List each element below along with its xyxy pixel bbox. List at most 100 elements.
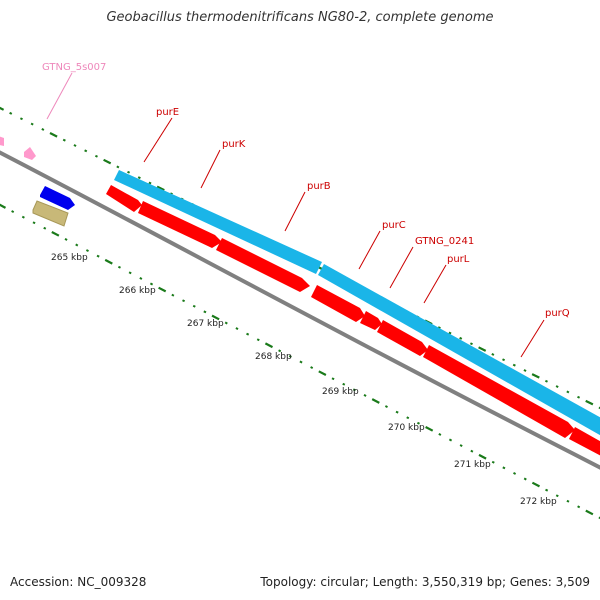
forward-genes xyxy=(114,170,600,436)
gene-label-purB: purB xyxy=(307,181,331,192)
gene-arrow-purQ xyxy=(423,345,575,438)
inner-tick xyxy=(318,370,327,376)
inner-tick xyxy=(211,314,220,321)
inner-tick xyxy=(64,238,68,241)
genome-summary-text: Topology: circular; Length: 3,550,319 bp… xyxy=(260,575,590,589)
inner-tick xyxy=(32,221,36,225)
forward-gene-operon-1 xyxy=(114,170,322,274)
gene-arrow-purE xyxy=(106,185,142,212)
outer-tick xyxy=(127,170,131,174)
inner-tick xyxy=(384,405,388,408)
inner-tick xyxy=(395,410,399,414)
outer-tick xyxy=(566,390,570,394)
inner-tick xyxy=(555,494,559,498)
inner-tick xyxy=(363,394,367,397)
scale-label-267: 267 kbp xyxy=(187,319,224,329)
outer-tick xyxy=(491,353,495,356)
gene-arrow-purC xyxy=(311,285,365,322)
inner-tick xyxy=(43,226,47,230)
gene-arrow-purB xyxy=(216,238,310,292)
gene-label-purL: purL xyxy=(447,254,470,265)
inner-tick xyxy=(470,449,474,453)
label-leader-line xyxy=(46,72,73,120)
gene-label-purK: purK xyxy=(222,139,246,150)
outer-tick xyxy=(459,336,463,340)
inner-ticks xyxy=(0,203,600,520)
outer-tick xyxy=(62,138,66,142)
inner-tick xyxy=(371,398,380,404)
outer-tick xyxy=(84,149,88,153)
inner-tick xyxy=(491,460,495,464)
outer-tick xyxy=(116,165,120,169)
inner-tick xyxy=(448,438,453,442)
inner-tick xyxy=(310,366,314,369)
outer-tick xyxy=(137,176,141,180)
outer-tick xyxy=(30,122,34,126)
outer-tick xyxy=(523,369,527,372)
label-leader-line xyxy=(200,149,221,189)
outer-tick xyxy=(531,373,540,379)
inner-tick xyxy=(502,466,506,470)
inner-tick xyxy=(192,304,196,308)
inner-tick xyxy=(523,477,527,481)
rna-label-GTNG_5s007: GTNG_5s007 xyxy=(42,62,106,73)
label-leader-line xyxy=(520,319,545,358)
inner-tick xyxy=(264,342,274,349)
label-leader-line xyxy=(284,191,306,232)
inner-tick xyxy=(182,299,186,303)
gene-arrow-purL xyxy=(377,320,428,356)
map-title: Geobacillus thermodenitrificans NG80-2, … xyxy=(106,10,494,25)
outer-tick xyxy=(478,346,487,352)
scale-label-266: 266 kbp xyxy=(119,286,156,296)
inner-tick xyxy=(51,231,60,237)
inner-tick xyxy=(235,327,239,330)
outer-tick xyxy=(469,342,473,346)
tan-feature xyxy=(32,200,69,227)
gene-label-GTNG_0241: GTNG_0241 xyxy=(415,236,474,247)
outer-tick xyxy=(448,331,452,335)
inner-tick xyxy=(425,426,434,432)
outer-tick xyxy=(555,385,559,388)
outer-tick xyxy=(598,406,600,410)
inner-tick xyxy=(545,488,549,492)
inner-tick xyxy=(406,416,410,420)
gene-arrow-GTNG_0241 xyxy=(360,311,382,330)
scale-label-272: 272 kbp xyxy=(520,497,557,507)
outer-tick xyxy=(49,132,58,138)
inner-tick xyxy=(598,516,600,520)
outer-tick xyxy=(502,358,506,362)
inner-tick xyxy=(171,293,175,297)
inner-tick xyxy=(342,382,346,386)
outer-tick xyxy=(577,395,581,399)
gene-label-purC: purC xyxy=(382,220,406,231)
scale-label-265: 265 kbp xyxy=(51,253,88,263)
outer-tick xyxy=(585,399,594,406)
inner-tick xyxy=(513,472,517,475)
inner-tick xyxy=(416,421,420,425)
outer-tick xyxy=(512,363,516,367)
rrna-arrow-1 xyxy=(0,136,4,146)
outer-tick xyxy=(437,326,441,330)
genome-backbone xyxy=(0,150,600,470)
outer-tick xyxy=(19,117,23,121)
inner-tick xyxy=(96,254,100,258)
inner-tick xyxy=(531,481,541,488)
accession-text: Accession: NC_009328 xyxy=(10,575,147,589)
inner-tick xyxy=(288,355,292,358)
inner-tick xyxy=(104,258,113,265)
inner-tick xyxy=(459,444,463,447)
gene-arrow-purK xyxy=(138,201,222,248)
label-leader-line xyxy=(423,264,447,304)
inner-tick xyxy=(117,265,121,269)
gene-label-purE: purE xyxy=(156,107,179,118)
label-leader-line xyxy=(143,117,173,163)
outer-tick xyxy=(0,106,5,111)
scale-label-269: 269 kbp xyxy=(322,387,359,397)
inner-tick xyxy=(299,360,303,364)
inner-tick xyxy=(203,310,207,314)
inner-tick xyxy=(158,286,167,293)
outer-tick xyxy=(148,181,152,185)
outer-tick xyxy=(103,158,112,165)
inner-tick xyxy=(75,243,79,247)
